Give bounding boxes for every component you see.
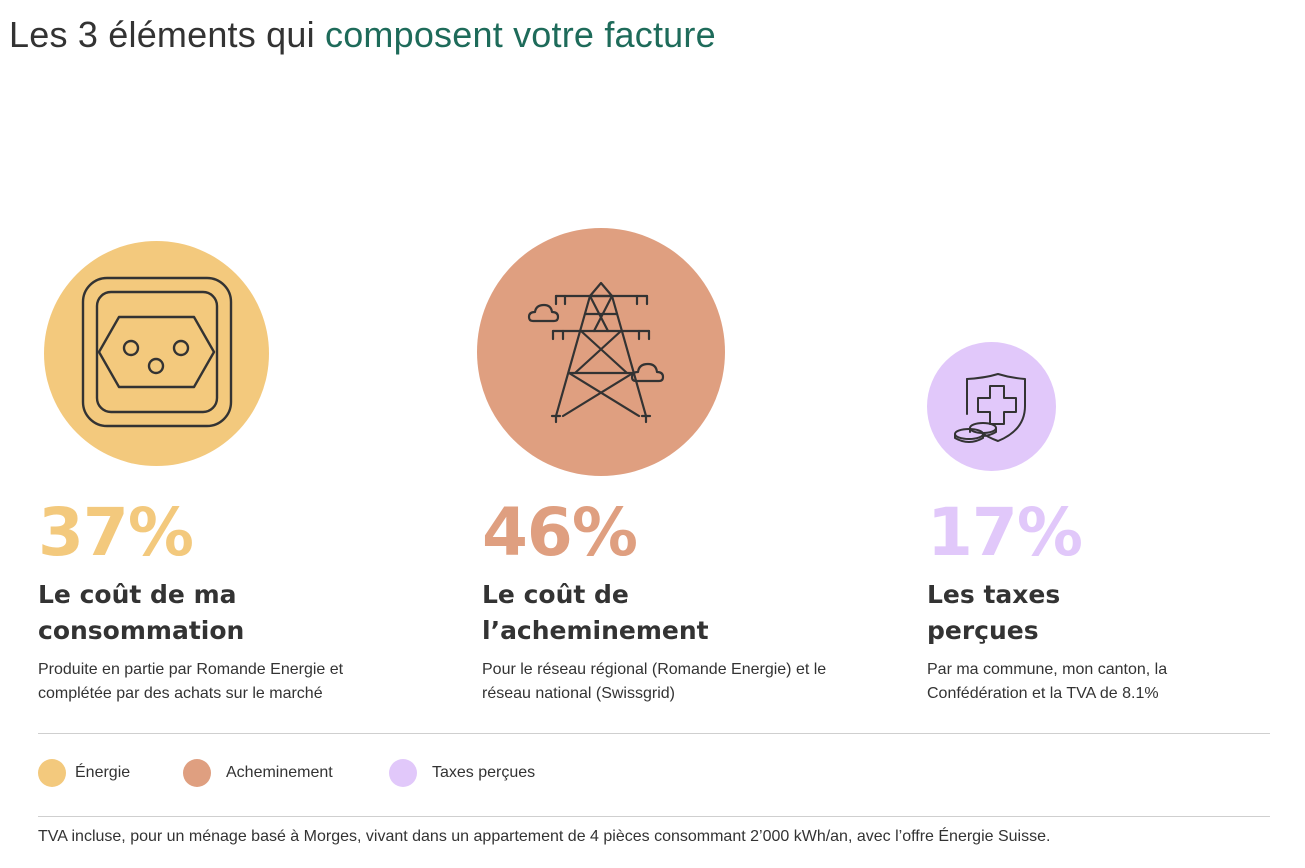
legend-energie-dot-icon (38, 759, 66, 787)
power-pylon-icon (527, 281, 665, 424)
energy-percent: 37% (38, 494, 194, 571)
delivery-circle (477, 228, 725, 476)
energy-description: Produite en partie par Romande Energie e… (38, 661, 344, 702)
energy-heading: Le coût de ma consommation (38, 580, 245, 645)
divider-top (38, 733, 1270, 734)
legend-energie-label: Énergie (75, 764, 131, 781)
delivery-description: Pour le réseau régional (Romande Energie… (482, 661, 827, 702)
title-prefix: Les 3 éléments qui (9, 14, 325, 55)
legend-acheminement-label: Acheminement (226, 764, 333, 781)
divider-bottom (38, 816, 1270, 817)
legend-acheminement-dot-icon (183, 759, 211, 787)
taxes-percent: 17% (927, 494, 1083, 571)
swiss-shield-coins-icon (954, 373, 1026, 443)
legend-item-taxes: Taxes perçues (389, 759, 535, 787)
legend-taxes-dot-icon (389, 759, 417, 787)
page-title: Les 3 éléments qui composent votre factu… (9, 14, 716, 56)
title-accent: composent votre facture (325, 14, 716, 55)
power-socket-icon (81, 276, 233, 428)
delivery-percent: 46% (482, 494, 638, 571)
legend-taxes-label: Taxes perçues (432, 764, 536, 781)
taxes-description: Par ma commune, mon canton, la Confédéra… (927, 661, 1168, 702)
legend-item-acheminement: Acheminement (183, 759, 333, 787)
legend-item-energie: Énergie (38, 759, 130, 787)
delivery-heading: Le coût de l’acheminement (482, 580, 709, 645)
energy-circle (44, 241, 269, 466)
taxes-circle (927, 342, 1056, 471)
footnote: TVA incluse, pour un ménage basé à Morge… (38, 828, 1051, 845)
taxes-heading: Les taxes perçues (927, 580, 1061, 645)
